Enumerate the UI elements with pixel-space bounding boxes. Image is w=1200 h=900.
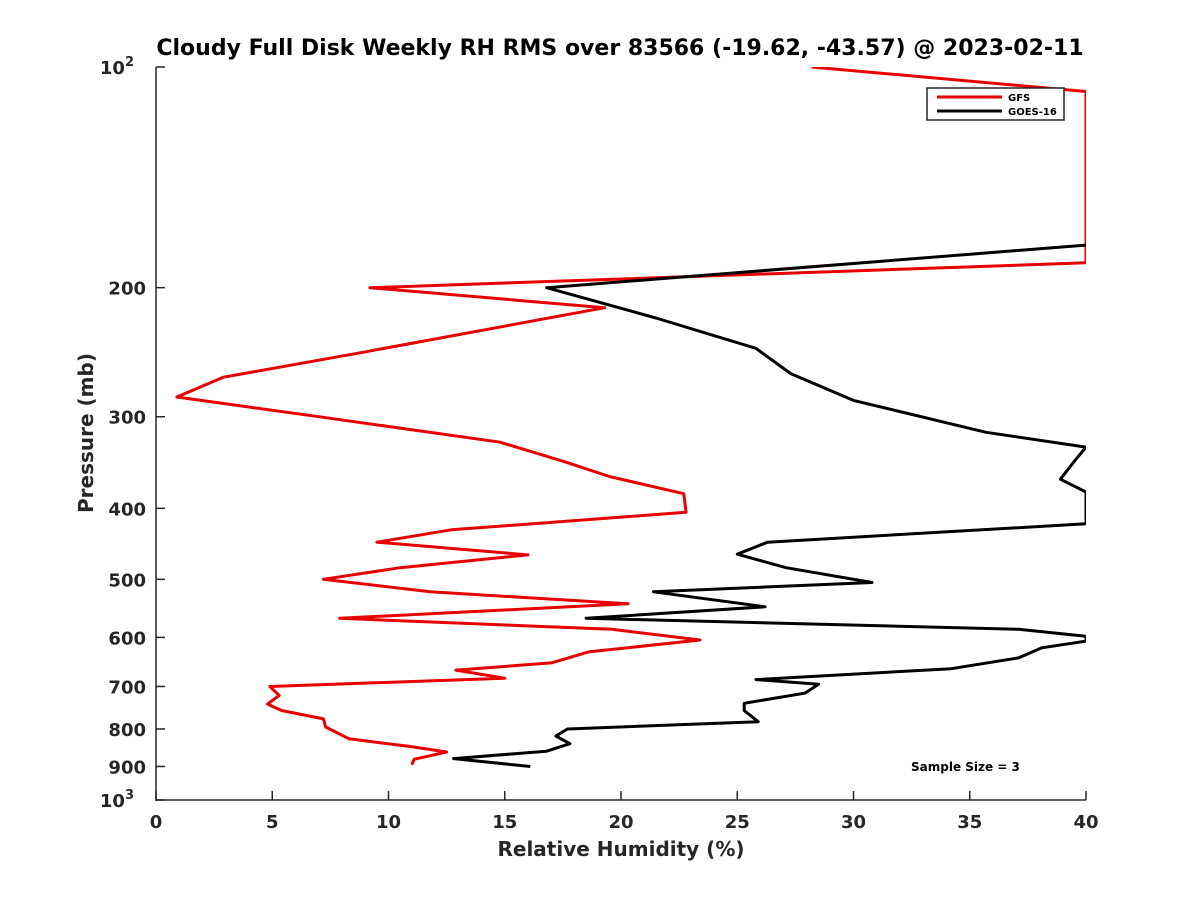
y-tick-label: 800 — [108, 720, 146, 741]
x-tick-label: 10 — [376, 812, 401, 833]
x-tick-label: 35 — [957, 812, 982, 833]
x-tick-label: 40 — [1073, 812, 1098, 833]
y-tick-label: 400 — [108, 499, 146, 520]
legend-label-gfs: GFS — [1008, 93, 1030, 104]
sample-size-annotation: Sample Size = 3 — [911, 760, 1020, 774]
legend-box — [926, 87, 1065, 121]
y-tick-label: 200 — [108, 279, 146, 300]
x-tick-label: 5 — [266, 812, 279, 833]
plot-area — [156, 67, 1086, 800]
x-tick-label: 15 — [492, 812, 517, 833]
series-line-gfs — [175, 67, 1086, 766]
y-tick-label: 500 — [108, 570, 146, 591]
plot-background — [156, 67, 1086, 800]
chart-title: Cloudy Full Disk Weekly RH RMS over 8356… — [156, 36, 1083, 61]
legend: GFS GOES-16 — [926, 87, 1065, 121]
y-tick-label: 103 — [100, 788, 134, 812]
y-axis-ticks: 102 200 300 400 500 600 700 800 900 103 — [100, 55, 165, 812]
x-tick-label: 20 — [608, 812, 633, 833]
x-tick-label: 30 — [841, 812, 866, 833]
series-layer — [175, 67, 1086, 768]
y-tick-label: 900 — [108, 757, 146, 778]
y-tick-label: 300 — [108, 408, 146, 429]
y-axis-label: Pressure (mb) — [74, 353, 98, 513]
legend-label-goes16: GOES-16 — [1008, 107, 1057, 118]
x-tick-label: 25 — [725, 812, 750, 833]
y-tick-label: 700 — [108, 677, 146, 698]
series-line-goes16 — [452, 243, 1086, 768]
x-tick-label: 0 — [150, 812, 163, 833]
x-axis-ticks: 0 5 10 15 20 25 30 35 40 — [150, 791, 1099, 833]
y-tick-label: 600 — [108, 628, 146, 649]
y-tick-label: 102 — [100, 55, 134, 79]
x-axis-label: Relative Humidity (%) — [497, 837, 744, 861]
